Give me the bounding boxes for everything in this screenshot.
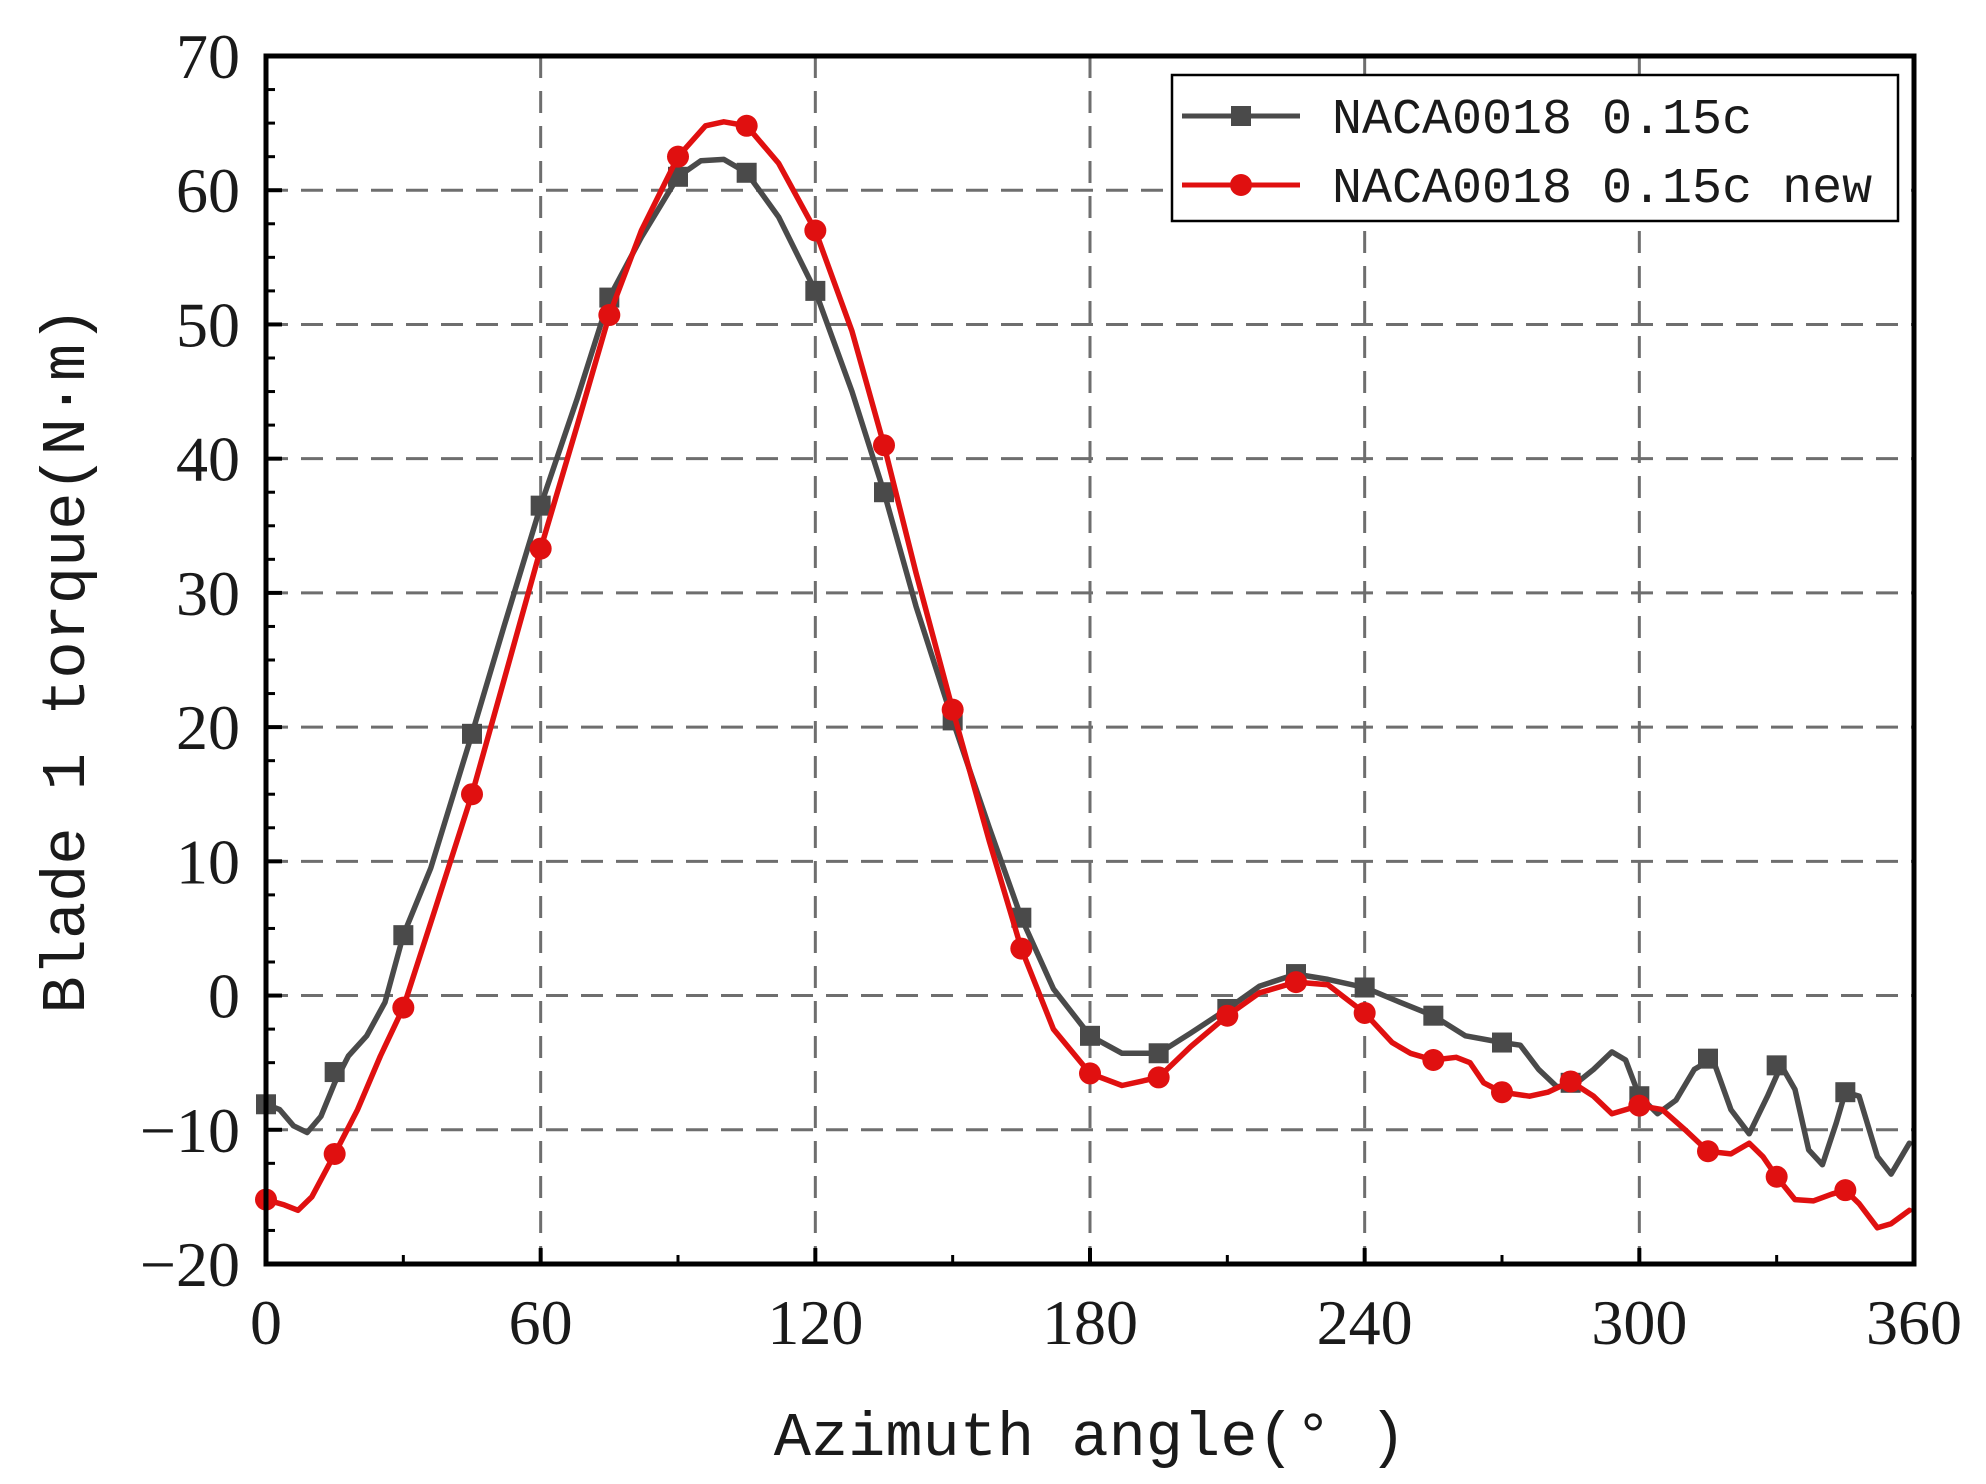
data-point-square	[1080, 1025, 1100, 1046]
series-group	[255, 114, 1913, 1231]
legend-marker-series-1	[1231, 106, 1251, 126]
x-tick-label: 60	[509, 1287, 573, 1358]
legend-label-series-1: NACA0018 0.15c	[1332, 92, 1752, 149]
data-point-square	[1354, 977, 1375, 998]
x-tick-label: 120	[767, 1287, 863, 1358]
y-tick-label: 70	[176, 21, 240, 92]
data-point-square	[1766, 1055, 1787, 1076]
data-point-square	[1423, 1005, 1444, 1026]
data-point-circle	[323, 1142, 346, 1165]
y-tick-label: 30	[176, 558, 240, 629]
data-point-circle	[1697, 1140, 1719, 1163]
series-line	[263, 119, 1913, 1231]
data-point-square	[393, 925, 414, 946]
data-point-square	[530, 495, 551, 516]
data-point-circle	[941, 698, 964, 721]
y-tick-label: 20	[176, 692, 240, 763]
data-point-circle	[1353, 1002, 1376, 1025]
legend-marker-series-2	[1230, 174, 1252, 196]
y-tick-label: 0	[208, 961, 240, 1032]
data-point-circle	[735, 114, 758, 137]
data-point-circle	[1010, 937, 1033, 960]
axis-ticks	[264, 54, 1916, 1266]
data-point-circle	[1765, 1165, 1788, 1188]
series-2	[255, 114, 1913, 1231]
data-point-circle	[1834, 1179, 1857, 1202]
y-tick-label: 40	[176, 424, 240, 495]
data-point-square	[874, 482, 894, 503]
data-point-circle	[804, 219, 827, 242]
data-point-circle	[461, 783, 483, 806]
y-tick-label: 50	[176, 289, 240, 360]
data-point-circle	[667, 145, 689, 168]
y-tick-label: −10	[140, 1095, 240, 1166]
data-point-circle	[529, 537, 552, 560]
data-point-circle	[1285, 971, 1307, 994]
data-point-square	[736, 162, 757, 183]
data-point-circle	[1491, 1081, 1513, 1104]
x-tick-label: 360	[1866, 1287, 1962, 1358]
data-point-circle	[1422, 1048, 1445, 1071]
data-point-circle	[1079, 1062, 1101, 1085]
data-point-circle	[1216, 1004, 1239, 1027]
data-point-square	[1698, 1048, 1718, 1069]
y-tick-label: 60	[176, 155, 240, 226]
data-point-square	[1148, 1043, 1169, 1064]
x-tick-label: 180	[1042, 1287, 1138, 1358]
legend-label-series-2: NACA0018 0.15c new	[1332, 161, 1872, 218]
data-point-square	[324, 1062, 345, 1083]
data-point-square	[462, 723, 482, 744]
data-point-square	[805, 280, 826, 301]
minor-ticks	[266, 88, 1779, 1264]
data-point-circle	[1147, 1066, 1170, 1089]
series-line	[263, 156, 1913, 1177]
data-point-circle	[392, 996, 415, 1019]
data-point-circle	[1559, 1070, 1582, 1093]
data-point-circle	[873, 434, 895, 457]
legend-box	[1170, 73, 1900, 223]
x-axis-title: Azimuth angle(° )	[774, 1403, 1407, 1474]
data-point-circle	[1628, 1094, 1651, 1117]
data-point-square	[1492, 1032, 1512, 1053]
x-tick-label: 0	[250, 1287, 282, 1358]
y-axis-title: Blade 1 torque(N·m)	[32, 307, 103, 1014]
x-tick-label: 240	[1317, 1287, 1413, 1358]
x-tick-label: 300	[1591, 1287, 1687, 1358]
y-tick-label: −20	[140, 1229, 240, 1300]
data-point-square	[1835, 1082, 1856, 1103]
series-1	[256, 156, 1913, 1177]
gridlines	[266, 56, 1914, 1264]
y-tick-label: 10	[176, 826, 240, 897]
legend: NACA0018 0.15c NACA0018 0.15c new	[1170, 73, 1900, 223]
data-point-circle	[598, 304, 621, 327]
